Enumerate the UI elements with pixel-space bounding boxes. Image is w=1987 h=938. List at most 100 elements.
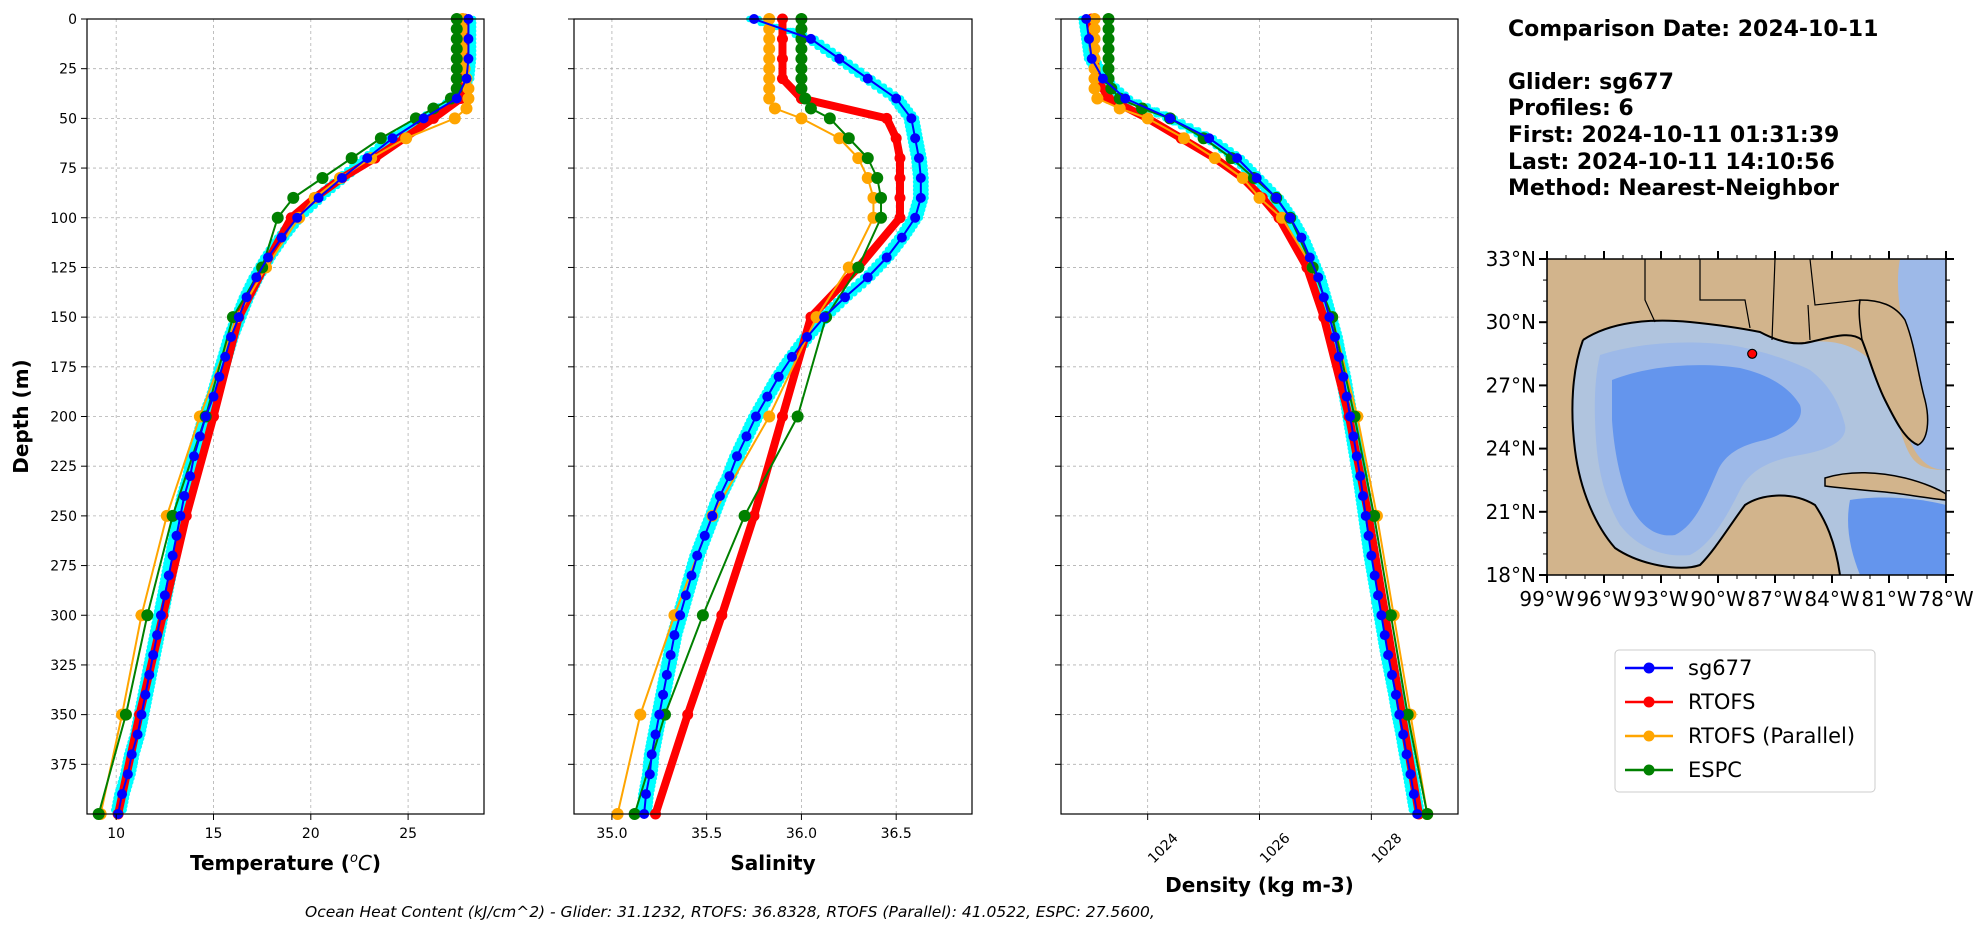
- data-point: [795, 112, 808, 125]
- y-tick-label: 25: [59, 62, 77, 78]
- data-point: [1329, 332, 1340, 342]
- data-point: [1387, 669, 1398, 680]
- data-point: [345, 152, 358, 165]
- x-tick-label: 35.0: [596, 826, 627, 842]
- data-point: [875, 211, 888, 224]
- data-point: [1313, 272, 1324, 283]
- data-point: [763, 42, 776, 55]
- data-point: [1083, 33, 1094, 44]
- data-point: [658, 689, 669, 700]
- panel-density: 1024 1026 1028 Density (kg m-3): [1055, 13, 1459, 897]
- data-point: [175, 510, 186, 521]
- data-point: [179, 491, 190, 501]
- y-tick-label: 50: [59, 111, 77, 127]
- data-point: [450, 52, 463, 65]
- data-point: [262, 252, 273, 263]
- data-point: [1102, 42, 1115, 55]
- data-point: [1271, 192, 1282, 203]
- data-point: [1102, 52, 1115, 65]
- y-tick-label: 225: [50, 459, 77, 475]
- y-tick-label: 125: [50, 260, 77, 276]
- last-time: Last: 2024-10-11 14:10:56: [1508, 150, 1835, 175]
- data-point: [200, 411, 211, 422]
- legend-marker: [1643, 696, 1655, 708]
- data-point: [763, 32, 776, 45]
- x-tick-label: 1024: [1145, 830, 1182, 867]
- data-point: [1088, 82, 1101, 95]
- data-point: [163, 570, 174, 581]
- legend-item: sg677: [1625, 656, 1752, 680]
- data-point: [802, 332, 813, 342]
- data-point: [427, 112, 439, 124]
- data-point: [226, 332, 237, 342]
- y-tick-label: 300: [50, 608, 77, 624]
- data-point: [786, 351, 797, 362]
- legend-item: RTOFS: [1625, 690, 1755, 714]
- profile-panels: 0 25 50 75 100 125 150 175 200 225 250 275 300 325 350…: [9, 12, 1459, 897]
- x-tick-label: 10: [107, 826, 125, 842]
- legend-items: sg677 RTOFS RTOFS (Parallel) ESPC: [1625, 656, 1855, 782]
- y-tick-label: 375: [50, 757, 77, 773]
- data-point: [141, 609, 154, 622]
- map-lat-label: 27°N: [1486, 373, 1536, 397]
- data-point: [763, 410, 776, 423]
- data-point: [654, 709, 665, 720]
- data-point: [799, 92, 812, 105]
- data-point: [894, 152, 906, 164]
- data-point: [776, 33, 788, 45]
- data-point: [1285, 212, 1296, 223]
- data-point: [1351, 451, 1362, 462]
- data-point: [1373, 590, 1384, 601]
- data-point: [1394, 709, 1405, 720]
- data-point: [852, 261, 865, 274]
- map-lon-label: 93°W: [1633, 587, 1688, 611]
- data-point: [233, 312, 244, 323]
- data-point: [675, 610, 686, 621]
- x-tick-label: 1028: [1369, 830, 1406, 867]
- data-point: [861, 152, 874, 165]
- map-lon-label: 81°W: [1861, 587, 1916, 611]
- data-point: [448, 112, 461, 125]
- data-point: [644, 769, 655, 780]
- data-point: [833, 132, 846, 145]
- data-point: [707, 510, 718, 521]
- data-point: [140, 689, 151, 700]
- data-point: [762, 391, 773, 402]
- data-point: [748, 510, 760, 522]
- data-point: [795, 72, 808, 85]
- legend-label: sg677: [1688, 656, 1752, 680]
- glider-scatter-point: [873, 270, 880, 277]
- data-point: [1376, 610, 1387, 621]
- data-point: [451, 93, 462, 104]
- data-point: [741, 431, 752, 442]
- cuba-island: [1824, 472, 1946, 501]
- data-point: [641, 789, 652, 800]
- data-point: [152, 630, 163, 641]
- x-label-close: ): [372, 851, 381, 875]
- data-point: [1366, 550, 1377, 561]
- data-point: [634, 708, 647, 721]
- data-point: [823, 112, 836, 125]
- data-point: [1141, 112, 1154, 125]
- data-point: [763, 92, 776, 105]
- x-tick-label: 1026: [1257, 830, 1294, 867]
- x-label-unit: C: [358, 851, 372, 875]
- x-label-part: Temperature (: [190, 851, 350, 875]
- data-point: [461, 73, 472, 84]
- x-tick-label: 35.5: [691, 826, 722, 842]
- panel-temperature: 0 25 50 75 100 125 150 175 200 225 250 275 300 325 350…: [9, 12, 485, 875]
- data-point: [840, 292, 851, 303]
- data-point: [387, 133, 398, 144]
- data-point: [915, 192, 926, 203]
- map-lon-label: 96°W: [1576, 587, 1631, 611]
- data-point: [650, 729, 661, 740]
- data-point: [1165, 113, 1176, 124]
- data-point: [915, 173, 926, 183]
- data-point: [159, 590, 170, 601]
- glider-scatter-point: [838, 302, 845, 309]
- data-point: [1088, 62, 1101, 75]
- map-lat-label: 21°N: [1486, 500, 1536, 524]
- data-point: [795, 62, 808, 75]
- data-point: [861, 172, 874, 184]
